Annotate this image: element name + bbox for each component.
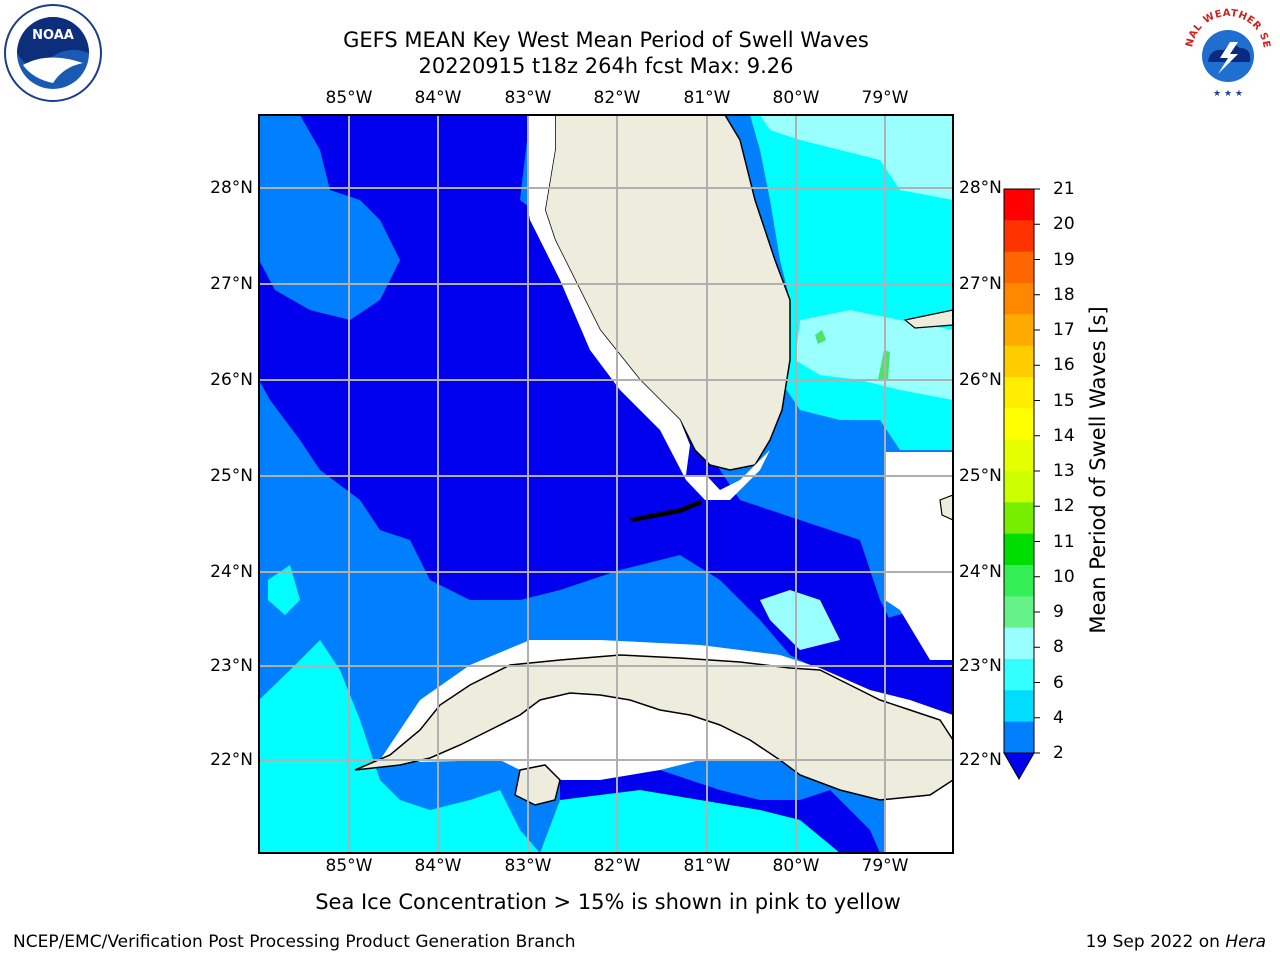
colorbar-tick-label: 9 (1053, 602, 1064, 622)
lon-label: 81°W (683, 88, 731, 108)
lon-label: 79°W (861, 856, 909, 876)
colorbar-swatch (1004, 659, 1034, 691)
colorbar-swatch (1004, 314, 1034, 347)
colorbar-tick-label: 4 (1053, 707, 1064, 728)
colorbar-label: Mean Period of Swell Waves [s] (1086, 306, 1110, 634)
nws-logo: NATIONAL WEATHER SERVICE ★ ★ ★ (1173, 0, 1278, 104)
footer-date-text: 19 Sep 2022 on (1085, 932, 1226, 952)
colorbar-tick-label: 12 (1053, 496, 1075, 517)
lat-label: 24°N (210, 562, 253, 582)
colorbar-swatch (1004, 565, 1034, 597)
colorbar-tick-label: 18 (1053, 284, 1075, 305)
lat-label: 26°N (959, 370, 1002, 390)
colorbar-swatch (1004, 533, 1034, 566)
lon-label: 82°W (593, 856, 641, 876)
lon-label: 83°W (504, 856, 552, 876)
footer-host: Hera (1225, 932, 1266, 952)
map-subtitle: 20220915 t18z 264h fcst Max: 9.26 (418, 54, 794, 78)
noaa-logo: NOAA (3, 3, 103, 107)
colorbar-tick-label: 15 (1053, 390, 1075, 411)
colorbar-extend-arrow (1003, 752, 1035, 781)
colorbar-tick-label: 16 (1053, 355, 1075, 376)
lon-label: 84°W (414, 856, 462, 876)
colorbar-tick-label: 6 (1053, 672, 1064, 693)
colorbar-tick-label: 13 (1053, 461, 1075, 481)
lon-label: 84°W (414, 88, 462, 108)
lat-label: 23°N (210, 656, 253, 676)
colorbar-swatch (1004, 377, 1034, 409)
colorbar-tick-label: 2 (1053, 743, 1064, 763)
colorbar-swatch (1004, 596, 1034, 629)
colorbar-tick-label: 17 (1053, 320, 1075, 340)
lat-label: 24°N (959, 562, 1002, 582)
colorbar-swatch (1004, 345, 1034, 378)
sea-ice-note: Sea Ice Concentration > 15% is shown in … (315, 890, 901, 914)
lat-label: 23°N (959, 656, 1002, 676)
lon-label: 85°W (325, 88, 373, 108)
colorbar-tick-label: 8 (1053, 637, 1064, 658)
lon-label: 79°W (861, 88, 909, 108)
colorbar-tick-label: 14 (1053, 425, 1075, 446)
map-title: GEFS MEAN Key West Mean Period of Swell … (343, 28, 869, 52)
colorbar-tick-label: 11 (1053, 531, 1075, 552)
footer-credit: NCEP/EMC/Verification Post Processing Pr… (13, 932, 576, 952)
colorbar-swatch (1004, 690, 1034, 723)
svg-text:★ ★ ★: ★ ★ ★ (1213, 89, 1243, 99)
lon-label: 83°W (504, 88, 552, 108)
lon-label: 80°W (772, 88, 820, 108)
colorbar-swatch (1004, 283, 1034, 315)
colorbar-swatch (1004, 408, 1034, 441)
lat-label: 25°N (210, 466, 253, 486)
lat-label: 22°N (210, 750, 253, 770)
colorbar (1003, 188, 1040, 781)
lat-label: 27°N (959, 274, 1002, 294)
swell-field-2-4 (259, 115, 953, 740)
lat-label: 27°N (210, 274, 253, 294)
lon-label: 85°W (325, 856, 373, 876)
lat-label: 26°N (210, 370, 253, 390)
lon-label: 82°W (593, 88, 641, 108)
swell-field-8-9 (760, 115, 953, 200)
colorbar-tick-label: 21 (1053, 179, 1075, 199)
lat-label: 22°N (959, 750, 1002, 770)
lat-label: 28°N (959, 178, 1002, 198)
lon-label: 81°W (683, 856, 731, 876)
colorbar-tick-label: 10 (1053, 566, 1075, 587)
swell-field-6-8-sw (259, 640, 540, 853)
lat-label: 28°N (210, 178, 253, 198)
lon-label: 80°W (772, 856, 820, 876)
colorbar-swatch (1004, 251, 1034, 284)
svg-text:NOAA: NOAA (32, 28, 74, 43)
lat-label: 25°N (959, 466, 1002, 486)
colorbar-swatch (1004, 189, 1034, 221)
footer-date: 19 Sep 2022 on Hera (1086, 932, 1266, 952)
colorbar-swatch (1004, 627, 1034, 660)
colorbar-swatch (1004, 502, 1034, 535)
colorbar-swatch (1004, 721, 1034, 754)
colorbar-tick-label: 20 (1053, 214, 1075, 235)
colorbar-swatch (1004, 471, 1034, 503)
colorbar-tick-label: 19 (1053, 249, 1075, 270)
colorbar-swatch (1004, 220, 1034, 253)
cuba-land (354, 654, 953, 801)
colorbar-swatch (1004, 439, 1034, 472)
